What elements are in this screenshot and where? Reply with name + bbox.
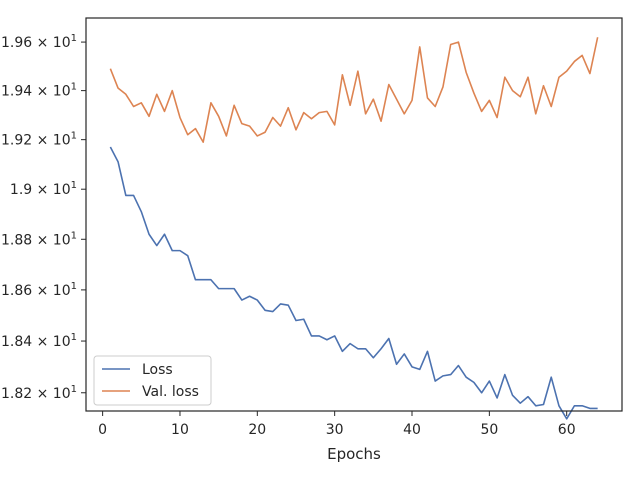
- legend-label: Loss: [142, 362, 173, 378]
- y-tick-label: 1.86 × 101: [1, 281, 77, 299]
- x-axis-label: Epochs: [327, 445, 381, 463]
- x-tick-label: 60: [558, 422, 576, 438]
- y-tick-label: 1.92 × 101: [1, 131, 77, 149]
- x-tick-label: 0: [98, 422, 107, 438]
- axes-frame: [85, 17, 623, 412]
- series-layer: [109, 37, 599, 420]
- y-tick-label: 1.9 × 101: [10, 180, 77, 198]
- y-tick-label: 1.94 × 101: [1, 82, 77, 100]
- series-line-val-loss: [109, 37, 599, 143]
- series-line-loss: [109, 146, 598, 420]
- x-tick-label: 40: [403, 422, 421, 438]
- legend-label: Val. loss: [142, 384, 199, 400]
- axes-layer: 0 10 20 30 40 50 60 1.82 × 101 1.84 × 101 1.86 × …: [1, 17, 623, 438]
- x-tick-label: 10: [171, 422, 189, 438]
- x-tick-label: 20: [248, 422, 266, 438]
- x-tick-label: 50: [480, 422, 498, 438]
- y-tick-label: 1.96 × 101: [1, 33, 77, 51]
- legend: Loss Val. loss: [93, 355, 212, 406]
- y-tick-label: 1.84 × 101: [1, 332, 77, 350]
- y-tick-label: 1.88 × 101: [1, 230, 77, 248]
- y-tick-label: 1.82 × 101: [1, 384, 77, 402]
- x-tick-label: 30: [326, 422, 344, 438]
